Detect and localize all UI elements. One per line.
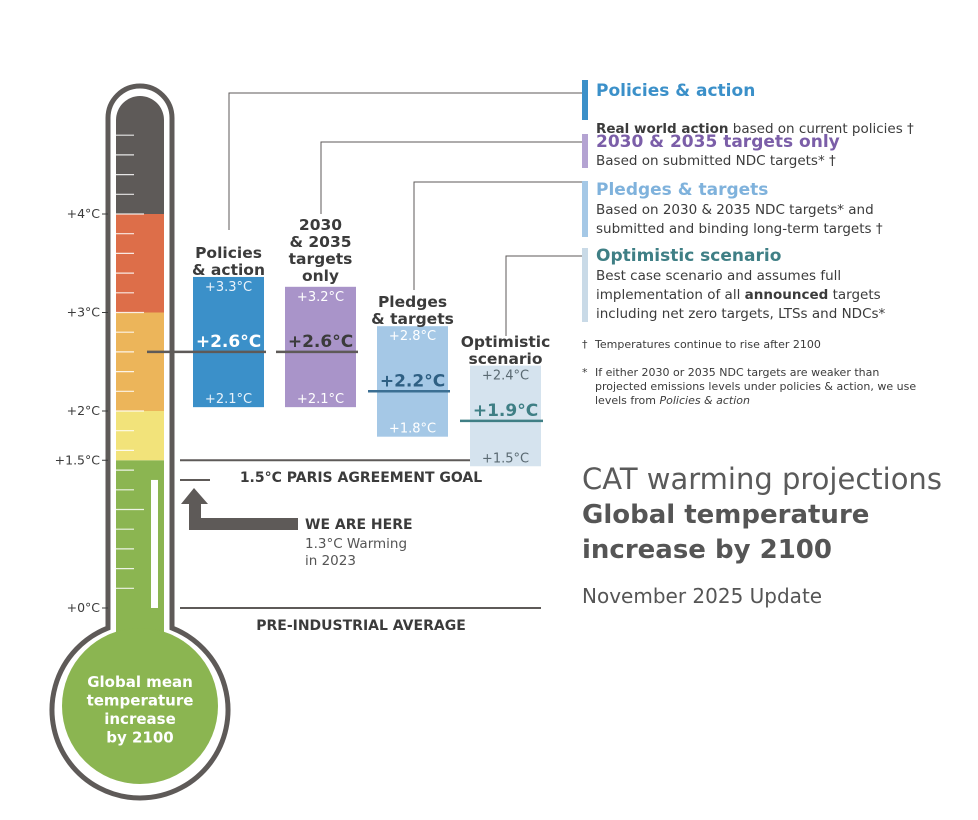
legend-title-pledges: Pledges & targets bbox=[596, 180, 769, 200]
leader-line-1 bbox=[320, 141, 582, 214]
scenario-bar-3 bbox=[470, 365, 541, 467]
update-date: November 2025 Update bbox=[582, 584, 823, 608]
footnote-dagger: † Temperatures continue to rise after 21… bbox=[582, 338, 932, 354]
axis-tick-label: +2°C bbox=[67, 403, 101, 418]
scenario-bar-2 bbox=[377, 326, 448, 437]
scenario-bar-1 bbox=[285, 286, 356, 408]
scenario-low-label-1: +2.1°C bbox=[297, 392, 344, 407]
leader-line-0 bbox=[228, 92, 582, 230]
scenario-mid-label-3: +1.9°C bbox=[473, 401, 538, 421]
legend-desc-pledges: Based on 2030 & 2035 NDC targets* and su… bbox=[596, 202, 883, 237]
thermo-band-3 bbox=[116, 214, 164, 313]
scenario-name-3: scenario bbox=[468, 350, 542, 368]
scenario-low-label-2: +1.8°C bbox=[389, 422, 436, 437]
thermometer-bulb bbox=[62, 628, 218, 784]
legend-swatch-pledges bbox=[582, 181, 588, 237]
we-are-here-arrow bbox=[181, 488, 298, 530]
mercury-column bbox=[151, 479, 158, 608]
scenario-mid-label-0: +2.6°C bbox=[196, 332, 261, 352]
footnote-dagger-text: Temperatures continue to rise after 2100 bbox=[595, 338, 821, 351]
scenario-name-0: & action bbox=[192, 261, 265, 279]
scenario-name-3: Optimistic bbox=[461, 333, 551, 351]
legend-title-policies: Policies & action bbox=[596, 81, 756, 101]
scenario-name-2: Pledges bbox=[378, 293, 447, 311]
scenario-name-1: targets bbox=[289, 250, 353, 268]
scenario-low-label-0: +2.1°C bbox=[205, 392, 252, 407]
legend-title-targets: 2030 & 2035 targets only bbox=[596, 132, 840, 152]
scenario-low-label-3: +1.5°C bbox=[482, 451, 529, 466]
pre-industrial-label: PRE-INDUSTRIAL AVERAGE bbox=[256, 618, 466, 634]
bulb-label-line: temperature bbox=[87, 692, 194, 710]
scenario-name-1: only bbox=[302, 267, 339, 285]
scenario-mid-label-1: +2.6°C bbox=[288, 332, 353, 352]
bulb-label-line: by 2100 bbox=[106, 729, 174, 747]
scenario-high-label-3: +2.4°C bbox=[482, 369, 529, 384]
thermo-band-1 bbox=[116, 411, 164, 461]
scenario-name-1: 2030 bbox=[299, 216, 342, 234]
scenario-bar-0 bbox=[193, 276, 264, 408]
footnote-asterisk-body: If either 2030 or 2035 NDC targets are w… bbox=[595, 366, 917, 407]
scenario-mid-label-2: +2.2°C bbox=[380, 371, 445, 391]
bulb-label-line: Global mean bbox=[87, 673, 193, 691]
paris-goal-label: 1.5°C PARIS AGREEMENT GOAL bbox=[240, 470, 482, 486]
legend-desc-optimistic-bold: announced bbox=[744, 287, 829, 303]
footnote-asterisk-italic: Policies & action bbox=[659, 394, 750, 407]
legend-desc-optimistic-b: targets including net zero targets, LTSs… bbox=[596, 287, 886, 322]
legend-title-optimistic: Optimistic scenario bbox=[596, 246, 782, 266]
scenario-name-0: Policies bbox=[195, 244, 262, 262]
axis-tick-label: +1.5°C bbox=[55, 452, 101, 467]
scenario-high-label-0: +3.3°C bbox=[205, 280, 252, 295]
legend-desc-policies-bold: Real world action bbox=[596, 121, 729, 137]
scenario-high-label-1: +3.2°C bbox=[297, 290, 344, 305]
thermo-band-2 bbox=[116, 312, 164, 411]
bulb-label-line: increase bbox=[104, 710, 176, 728]
axis-tick-label: +0°C bbox=[67, 600, 101, 615]
legend-desc-optimistic: Best case scenario and assumes full impl… bbox=[596, 267, 936, 324]
footnote-asterisk-text: If either 2030 or 2035 NDC targets are w… bbox=[595, 366, 925, 408]
we-are-here-heading: WE ARE HERE bbox=[305, 517, 413, 533]
leader-line-2 bbox=[413, 181, 582, 290]
footnote-dagger-mark: † bbox=[582, 338, 588, 351]
legend-swatch-optimistic bbox=[582, 248, 588, 322]
chart-title: CAT warming projections bbox=[582, 462, 942, 496]
legend-swatch-policies bbox=[582, 80, 588, 120]
we-are-here-detail: in 2023 bbox=[305, 553, 356, 569]
axis-tick-label: +3°C bbox=[67, 305, 101, 320]
axis-tick-label: +4°C bbox=[67, 206, 101, 221]
legend-desc-policies-rest: based on current policies † bbox=[728, 121, 914, 137]
leader-line-3 bbox=[505, 255, 582, 336]
scenario-name-2: & targets bbox=[371, 310, 454, 328]
legend-desc-optimistic-a: Best case scenario and assumes full impl… bbox=[596, 268, 842, 303]
footnote-asterisk-mark: * bbox=[582, 366, 588, 379]
legend-swatch-targets bbox=[582, 134, 588, 168]
we-are-here-detail: 1.3°C Warming bbox=[305, 536, 407, 552]
scenario-high-label-2: +2.8°C bbox=[389, 329, 436, 344]
footnote-asterisk: * If either 2030 or 2035 NDC targets are… bbox=[582, 366, 932, 410]
legend-desc-policies: Real world action based on current polic… bbox=[596, 101, 936, 139]
legend-desc-targets: Based on submitted NDC targets* † bbox=[596, 153, 836, 169]
chart-subtitle: Global temperature increase by 2100 bbox=[582, 500, 870, 565]
scenario-name-1: & 2035 bbox=[289, 233, 351, 251]
